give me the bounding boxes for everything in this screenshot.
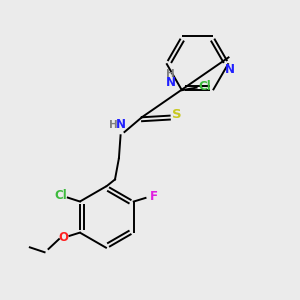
Text: Cl: Cl — [198, 80, 211, 93]
Text: S: S — [172, 107, 182, 121]
Text: N: N — [225, 63, 235, 76]
Text: H: H — [109, 120, 118, 130]
Text: O: O — [58, 231, 68, 244]
Text: H: H — [166, 69, 175, 79]
Text: F: F — [150, 190, 158, 203]
Text: N: N — [165, 76, 176, 89]
Text: Cl: Cl — [54, 189, 67, 202]
Text: N: N — [116, 118, 126, 131]
